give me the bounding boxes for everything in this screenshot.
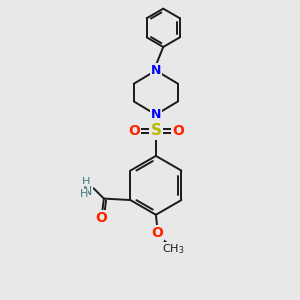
Text: N: N: [151, 64, 161, 77]
Text: O: O: [172, 124, 184, 138]
Text: N: N: [83, 185, 92, 198]
Text: O: O: [152, 226, 163, 240]
Text: H: H: [80, 189, 88, 199]
Text: O: O: [95, 211, 107, 225]
Text: CH$_3$: CH$_3$: [162, 242, 185, 256]
Text: O: O: [128, 124, 140, 138]
Text: H: H: [81, 177, 90, 188]
Text: S: S: [150, 123, 161, 138]
Text: N: N: [151, 108, 161, 121]
